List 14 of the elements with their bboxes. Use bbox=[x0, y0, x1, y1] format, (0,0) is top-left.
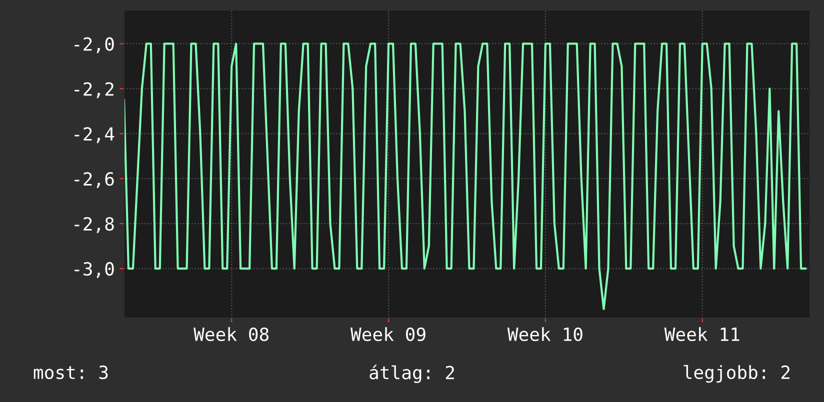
text: legjobb: 2 bbox=[684, 365, 790, 383]
y-tick-label: -2,4 bbox=[74, 127, 114, 144]
x-tick-label: Week 09 bbox=[350, 327, 426, 342]
text: átlag: 2 bbox=[370, 364, 454, 384]
x-tick-label: Week 08 bbox=[194, 327, 268, 342]
y-tick-label: -2,6 bbox=[74, 172, 114, 188]
text: most: 3 bbox=[34, 365, 108, 380]
y-tick-label: -2,8 bbox=[74, 217, 114, 234]
x-tick-label: Week 10 bbox=[507, 327, 582, 342]
y-tick-label: -2,2 bbox=[74, 82, 114, 98]
y-tick-label: -2,0 bbox=[74, 37, 114, 54]
line-series bbox=[124, 42, 807, 310]
x-tick-label: Week 11 bbox=[664, 327, 740, 342]
y-tick-label: -3,0 bbox=[74, 262, 114, 278]
